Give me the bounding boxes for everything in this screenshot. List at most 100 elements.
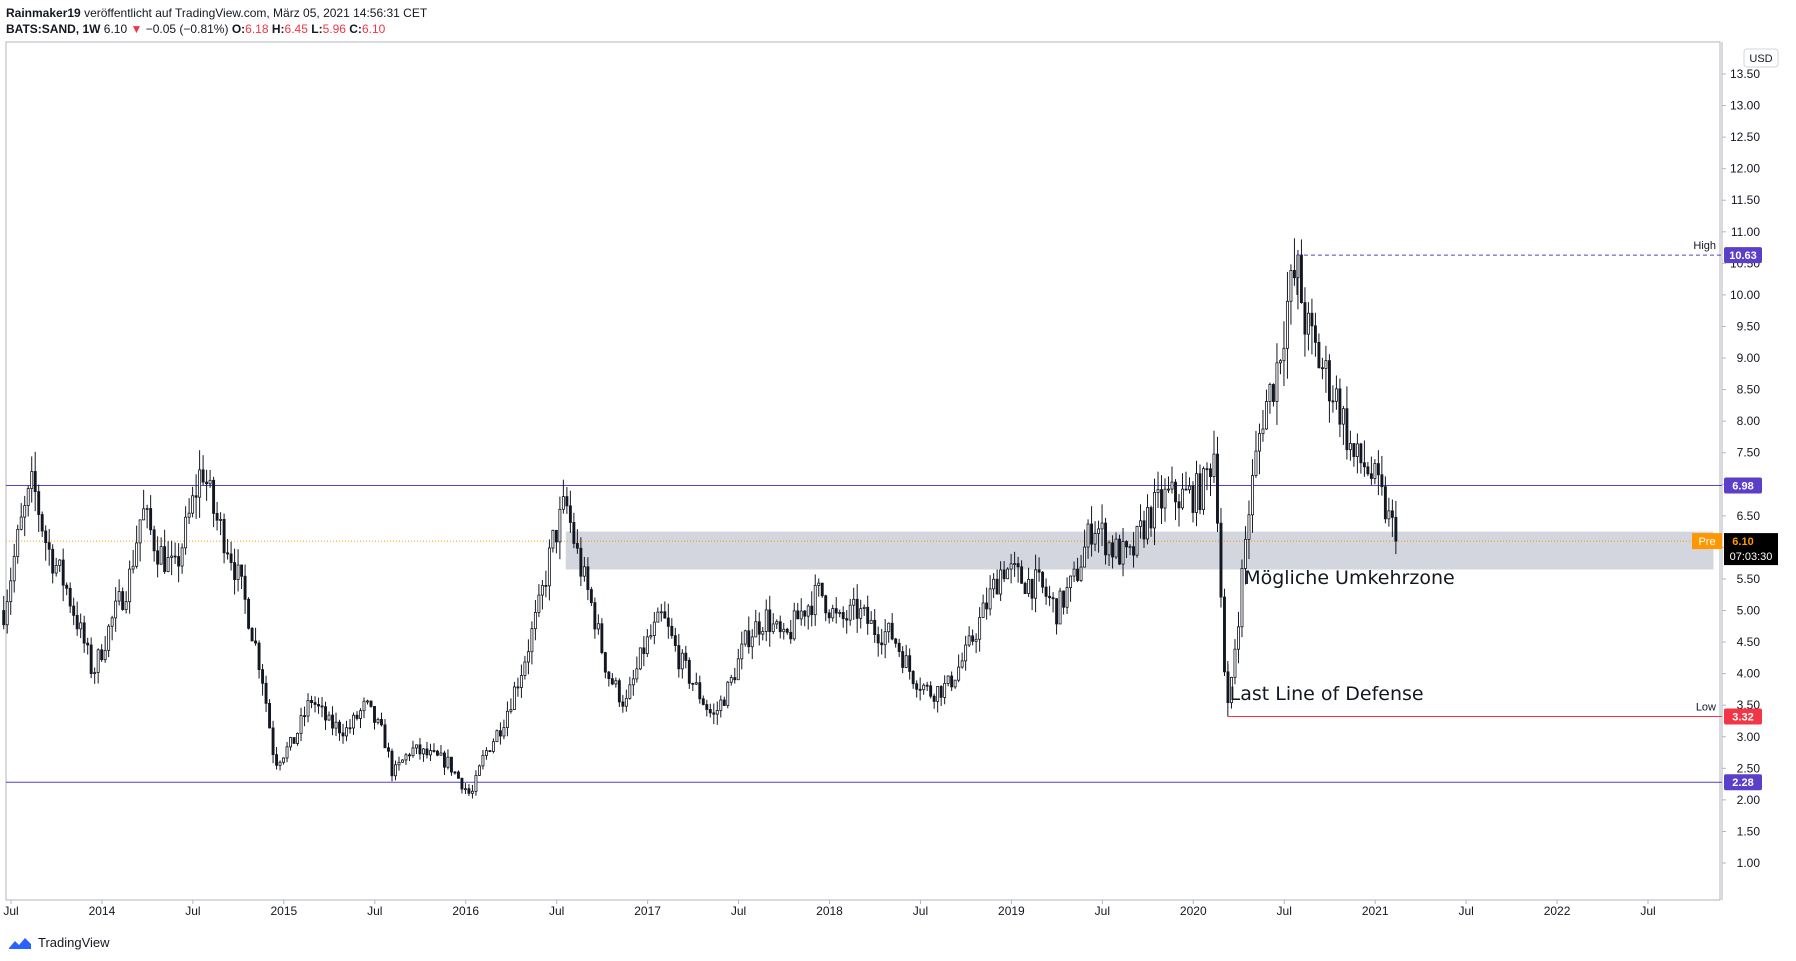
candle-body xyxy=(908,655,912,672)
candle-body xyxy=(243,575,247,600)
candle-body xyxy=(247,598,251,629)
candle-body xyxy=(516,686,520,689)
candle-body xyxy=(649,635,653,638)
candle-body xyxy=(285,746,289,759)
candle-body xyxy=(943,682,947,698)
candle-body xyxy=(505,710,509,728)
candle-body xyxy=(1118,538,1121,565)
candle-body xyxy=(1069,575,1073,588)
candle-body xyxy=(313,702,317,705)
candle-body xyxy=(519,675,523,688)
candle-body xyxy=(1076,568,1080,581)
x-tick-label: Jul xyxy=(913,904,928,918)
countdown-label: 07:03:30 xyxy=(1730,551,1773,563)
y-tick-label: 2.00 xyxy=(1737,793,1761,807)
candle-body xyxy=(1104,522,1108,556)
candle-body xyxy=(596,623,600,630)
candle-body xyxy=(359,710,362,719)
candle-body xyxy=(362,700,366,712)
candle-body xyxy=(1216,453,1219,524)
candle-body xyxy=(401,759,404,763)
candle-body xyxy=(726,681,730,706)
publish-info: veröffentlicht auf TradingView.com, März… xyxy=(84,6,428,20)
low-text: Low xyxy=(1696,702,1716,714)
candle-body xyxy=(754,621,758,638)
currency-box[interactable] xyxy=(1743,48,1779,68)
candle-body xyxy=(985,602,989,610)
candle-body xyxy=(40,514,44,532)
footer-brand[interactable]: TradingView xyxy=(38,935,110,950)
chart-header: Rainmaker19 veröffentlicht auf TradingVi… xyxy=(6,5,427,37)
candle-body xyxy=(579,547,583,577)
y-tick-label: 11.00 xyxy=(1731,225,1760,239)
candle-body xyxy=(803,610,807,617)
candle-body xyxy=(299,715,303,734)
y-tick-label: 1.50 xyxy=(1737,824,1761,838)
candle-body xyxy=(642,647,646,655)
x-tick-label: 2018 xyxy=(816,904,843,918)
author-name[interactable]: Rainmaker19 xyxy=(6,6,81,20)
candle-body xyxy=(82,622,86,644)
candle-body xyxy=(1345,408,1349,451)
candle-body xyxy=(544,585,548,587)
candle-body xyxy=(2,610,6,626)
candle-body xyxy=(5,601,9,626)
candle-body xyxy=(1310,312,1314,327)
candle-body xyxy=(1202,468,1205,511)
candle-body xyxy=(68,587,72,607)
candle-body xyxy=(26,488,30,506)
candle-body xyxy=(1244,538,1247,569)
candle-body xyxy=(946,675,950,684)
candle-body xyxy=(1160,489,1163,509)
candle-body xyxy=(1303,302,1307,335)
candle-body xyxy=(992,578,996,590)
candle-body xyxy=(418,744,422,755)
plot-frame xyxy=(5,41,1721,901)
candle-body xyxy=(352,714,355,729)
candle-body xyxy=(460,777,464,790)
candle-body xyxy=(135,542,139,567)
level-badge-label-0: 6.98 xyxy=(1732,481,1753,493)
candle-body xyxy=(394,764,397,777)
candle-body xyxy=(12,556,16,582)
candle-body xyxy=(1048,595,1052,599)
candle-body xyxy=(89,644,93,674)
candle-body xyxy=(1006,568,1010,580)
candle-body xyxy=(1212,453,1216,478)
candle-body xyxy=(831,608,835,619)
high-text: High xyxy=(1693,240,1716,252)
candle-body xyxy=(838,612,842,614)
high-value: 6.45 xyxy=(284,22,308,36)
open-value: 6.18 xyxy=(245,22,269,36)
candle-body xyxy=(184,516,188,549)
candle-body xyxy=(558,508,562,543)
low-value: 5.96 xyxy=(322,22,346,36)
candle-body xyxy=(320,705,324,708)
candle-body xyxy=(1163,488,1167,509)
x-tick-label: 2014 xyxy=(89,904,116,918)
candle-body xyxy=(152,529,156,552)
candle-body xyxy=(488,750,492,753)
candle-body xyxy=(373,706,376,723)
candle-body xyxy=(261,669,265,684)
candle-body xyxy=(1191,485,1195,513)
candle-body xyxy=(568,505,572,523)
annotation-1: Last Line of Defense xyxy=(1230,683,1424,705)
candle-body xyxy=(792,610,796,640)
candle-body xyxy=(785,628,789,633)
candle-body xyxy=(845,618,849,621)
candle-body xyxy=(208,479,212,485)
candle-body xyxy=(1331,400,1335,403)
candle-body xyxy=(264,682,268,704)
open-label: O: xyxy=(231,22,246,36)
candle-body xyxy=(1139,520,1142,527)
reversal-zone[interactable] xyxy=(565,531,1714,570)
candle-body xyxy=(960,660,964,668)
candle-body xyxy=(1247,514,1251,540)
candle-body xyxy=(663,611,667,619)
candle-body xyxy=(303,715,306,718)
candle-body xyxy=(1223,596,1226,673)
candle-body xyxy=(925,684,929,687)
candle-body xyxy=(631,678,635,686)
